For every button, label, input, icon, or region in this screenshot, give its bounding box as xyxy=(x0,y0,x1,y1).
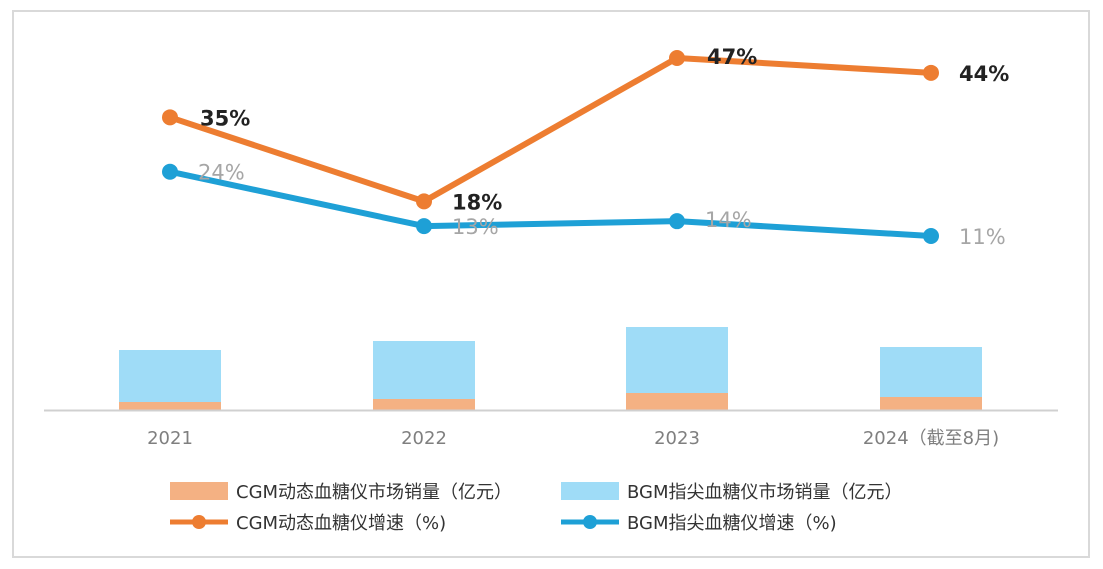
bar-cgm-3 xyxy=(880,397,982,410)
bgm-data-label: 24% xyxy=(198,161,245,185)
bar-cgm-1 xyxy=(373,399,475,410)
bgm-data-label: 13% xyxy=(452,215,499,239)
cgm-point-3 xyxy=(923,64,939,81)
x-tick-label: 2022 xyxy=(401,428,447,449)
line-layer xyxy=(162,50,939,244)
bgm-point-3 xyxy=(923,228,939,244)
bgm-point-2 xyxy=(669,213,685,230)
cgm-point-0 xyxy=(162,109,178,126)
cgm-data-label: 18% xyxy=(452,190,502,214)
bgm-data-label: 11% xyxy=(959,225,1006,249)
bar-bgm-2 xyxy=(626,327,728,393)
cgm-point-1 xyxy=(416,193,432,210)
chart-frame xyxy=(12,10,1090,558)
legend-label: CGM动态血糖仪增速（%) xyxy=(236,513,446,534)
x-tick-label: 2024（截至8月) xyxy=(863,428,999,449)
x-tick-label: 2021 xyxy=(147,428,193,449)
legend-swatch xyxy=(561,482,619,500)
legend-label: CGM动态血糖仪市场销量（亿元） xyxy=(236,482,512,503)
bgm-data-label: 14% xyxy=(705,208,752,232)
bar-cgm-2 xyxy=(626,393,728,410)
bar-bgm-1 xyxy=(373,341,475,399)
bgm-growth-line xyxy=(167,168,934,239)
cgm-point-2 xyxy=(669,50,685,66)
bar-layer xyxy=(119,327,982,410)
legend: CGM动态血糖仪市场销量（亿元） BGM指尖血糖仪市场销量（亿元） CGM动态血糖仪… xyxy=(170,482,903,534)
x-tick-label: 2023 xyxy=(654,428,700,449)
x-tick-labels: 2021 2022 2023 2024（截至8月) xyxy=(147,428,999,449)
bar-cgm-0 xyxy=(119,402,221,410)
bar-bgm-0 xyxy=(119,350,221,402)
cgm-growth-line xyxy=(167,55,934,205)
legend-label: BGM指尖血糖仪增速（%) xyxy=(627,513,837,534)
legend-label: BGM指尖血糖仪市场销量（亿元） xyxy=(627,482,903,503)
bar-bgm-3 xyxy=(880,347,982,397)
cgm-data-label: 47% xyxy=(707,45,757,69)
bgm-point-0 xyxy=(162,163,178,180)
legend-swatch xyxy=(170,482,228,500)
cgm-data-label: 35% xyxy=(200,106,250,130)
legend-marker xyxy=(192,515,206,529)
data-label-layer: 35% 18% 47% 44% 24% 13% 14% 11% xyxy=(198,45,1009,249)
bgm-point-1 xyxy=(416,218,432,235)
legend-marker xyxy=(583,515,597,529)
cgm-data-label: 44% xyxy=(959,62,1009,86)
